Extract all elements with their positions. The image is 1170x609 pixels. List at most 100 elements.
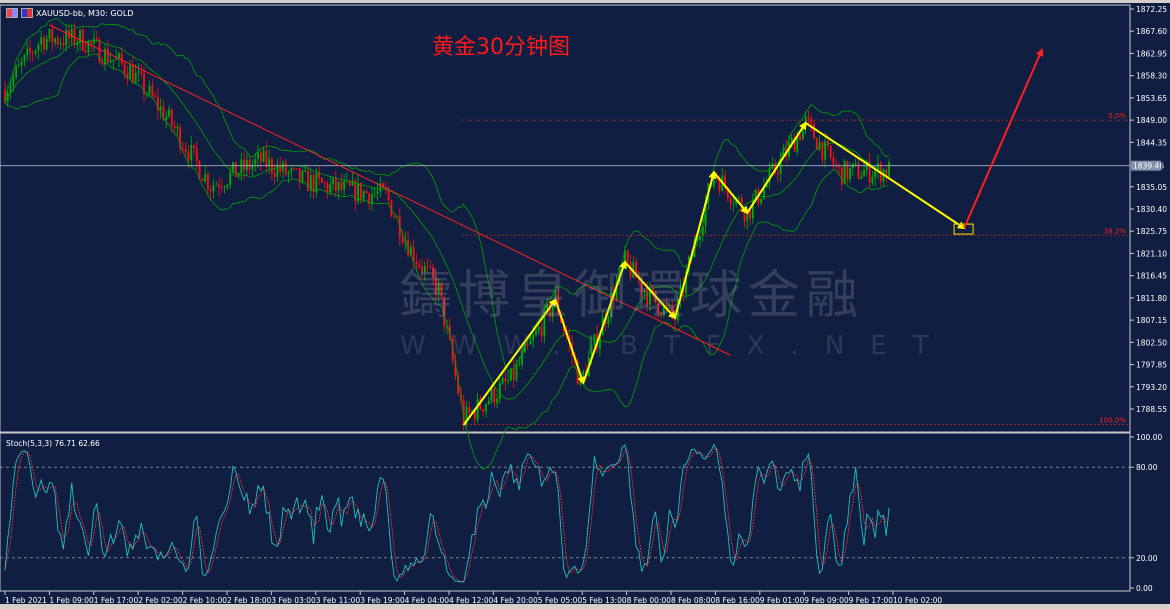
candle-body [548,304,551,318]
candle-body [832,157,835,166]
candle-body [18,65,20,67]
candle-body [868,161,871,183]
main-pane-border [0,4,1131,433]
candle-body [521,352,523,365]
candle-body [301,171,304,183]
candle-body [90,40,93,44]
candle-body [718,179,721,192]
candle-body [763,186,765,199]
candle-body [145,93,148,95]
y-tick-label: 1807.15 [1136,316,1167,325]
candle-body [321,177,323,183]
candle-body [23,54,26,62]
candle-body [140,71,143,74]
stoch-pane-border [0,432,1131,592]
candle-body [532,335,535,341]
candle-body [45,38,48,50]
zigzag-arrow [713,171,749,215]
candle-body [671,304,674,315]
candle-body [284,162,287,175]
candle-body [421,266,423,273]
y-tick-label: 1816.45 [1136,272,1167,281]
candle-body [760,198,763,204]
zigzag-arrow [746,121,807,214]
chart-window[interactable]: 1872.25 1867.60 1862.95 1858.30 1853.65 1849.… [0,3,1170,604]
candle-body [98,39,101,63]
candle-body [429,266,432,268]
x-tick-label: 5 Feb 05:00 [538,596,583,604]
candle-body [173,125,176,129]
candle-body [170,109,173,126]
watermark-url: WWW.IBTFX.NET [400,331,955,361]
y-tick-label: 1862.95 [1136,49,1167,58]
x-tick-label: 4 Feb 04:00 [405,596,450,604]
x-tick-label: 1 Feb 17:00 [94,596,139,604]
candle-body [487,401,490,405]
chart-canvas[interactable]: 1872.25 1867.60 1862.95 1858.30 1853.65 1849.… [0,3,1170,604]
candle-body [162,106,165,121]
candle-body [696,239,699,241]
candle-body [31,52,34,54]
candle-body [523,344,526,353]
candle-body [226,184,229,188]
candle-body [807,116,810,119]
candle-body [109,60,112,63]
candle-body [640,280,643,293]
candle-body [409,246,412,256]
candle-body [485,404,487,412]
zigzag-arrow [462,298,557,426]
y-tick-label: 1849.00 [1136,116,1167,125]
candle-body [254,159,257,165]
candle-body [245,159,248,171]
chart-menu-icon[interactable] [6,8,18,18]
candle-body [454,360,457,376]
candle-body [443,296,446,327]
candle-body [660,313,662,316]
candle-body [423,265,426,273]
candle-body [309,175,312,192]
candle-body [446,325,448,327]
candle-body [43,37,45,50]
candle-body [515,364,518,380]
candle-body [315,172,318,193]
candle-body [512,368,515,380]
candle-body [593,334,596,345]
symbol-title: XAUUSD-bb, M30: GOLD [36,8,134,18]
candle-body [615,281,618,301]
candle-body [815,138,818,150]
candle-body [343,181,346,190]
candle-body [849,167,852,180]
candle-body [540,326,543,337]
candle-body [298,168,301,183]
candle-body [379,183,382,192]
candle-body [646,290,649,305]
candle-body [860,176,863,179]
candle-body [232,162,234,172]
candle-body [195,148,198,162]
candle-body [813,123,815,139]
candle-body [468,406,471,413]
candle-body [854,163,857,164]
y-tick-label: 1867.60 [1136,27,1167,36]
fib-level-label: 38.2% [1104,227,1127,235]
candle-body [810,118,813,124]
candle-body [243,159,245,171]
candle-body [265,150,268,167]
y-tick-label: 1802.50 [1136,338,1167,347]
y-tick-label: 1844.35 [1136,138,1167,147]
stoch-main-line [4,443,890,583]
candle-body [635,261,637,279]
x-tick-label: 10 Feb 02:00 [893,596,942,604]
candle-body [168,109,170,117]
candle-body [220,187,223,189]
candle-body [257,152,259,160]
candle-body [198,161,201,179]
candle-body [543,308,546,337]
candle-body [34,50,37,54]
y-tick-label: 1797.85 [1136,361,1167,370]
candle-body [496,398,498,404]
candle-body [451,339,454,361]
candle-body [234,162,237,178]
candle-body [824,140,826,160]
candle-body [801,126,804,140]
